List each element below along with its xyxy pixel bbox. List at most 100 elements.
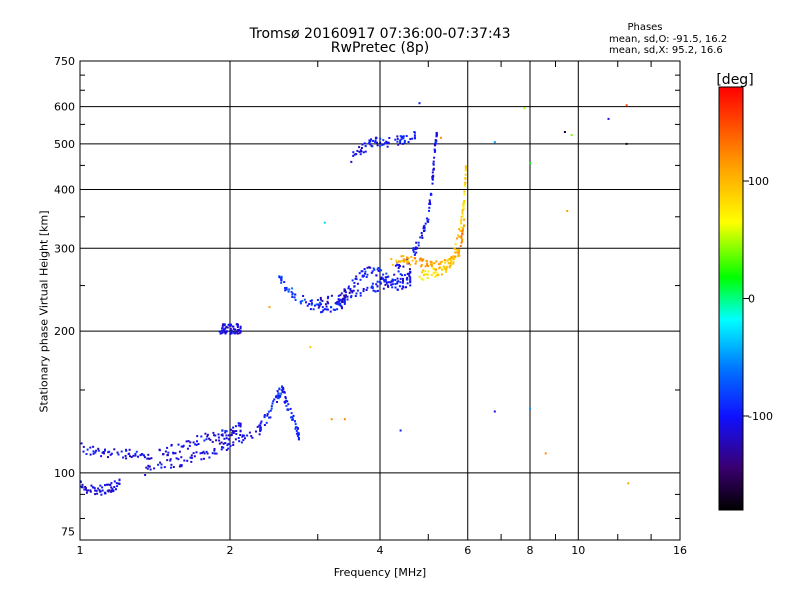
data-point bbox=[409, 276, 412, 279]
data-point bbox=[129, 455, 131, 458]
data-point bbox=[461, 233, 464, 236]
data-point bbox=[248, 431, 251, 434]
data-point bbox=[418, 275, 421, 278]
phases-mean-o: mean, sd,O: -91.5, 16.2 bbox=[609, 34, 728, 45]
data-point bbox=[241, 435, 244, 438]
data-point bbox=[309, 300, 312, 302]
data-point bbox=[459, 229, 462, 232]
data-point bbox=[219, 330, 221, 333]
data-point bbox=[160, 463, 163, 466]
data-point bbox=[278, 388, 281, 391]
data-point bbox=[99, 490, 102, 493]
data-point bbox=[463, 190, 466, 193]
data-point bbox=[132, 454, 135, 457]
data-point bbox=[434, 271, 437, 274]
data-point bbox=[360, 150, 363, 153]
data-point bbox=[369, 143, 372, 146]
data-point bbox=[435, 135, 438, 138]
data-point bbox=[364, 272, 366, 275]
data-point bbox=[423, 230, 425, 232]
data-point bbox=[84, 488, 87, 491]
data-point bbox=[405, 135, 408, 137]
data-point bbox=[221, 331, 224, 334]
data-point bbox=[368, 139, 371, 142]
data-point bbox=[378, 269, 381, 271]
y-tick-label: 200 bbox=[54, 325, 75, 338]
data-point bbox=[387, 275, 390, 278]
data-point bbox=[306, 304, 309, 307]
data-point bbox=[227, 442, 230, 445]
data-point bbox=[362, 290, 365, 293]
data-point bbox=[399, 273, 402, 276]
data-point bbox=[405, 286, 407, 289]
data-point bbox=[285, 399, 288, 402]
data-point bbox=[284, 289, 287, 292]
data-point bbox=[431, 177, 434, 180]
data-point bbox=[196, 440, 198, 443]
data-point bbox=[355, 275, 358, 278]
data-point bbox=[236, 332, 239, 335]
data-point bbox=[180, 445, 183, 448]
data-point bbox=[356, 149, 359, 152]
data-point bbox=[227, 323, 230, 326]
data-point bbox=[101, 451, 104, 454]
data-point bbox=[419, 257, 422, 260]
data-point bbox=[384, 280, 387, 282]
data-point bbox=[448, 258, 451, 261]
data-point bbox=[104, 484, 106, 487]
data-point bbox=[440, 260, 443, 263]
data-point bbox=[226, 326, 229, 329]
data-point bbox=[339, 294, 342, 297]
data-point bbox=[375, 274, 378, 277]
data-point bbox=[426, 217, 428, 220]
data-point bbox=[402, 286, 405, 289]
data-point bbox=[396, 282, 399, 285]
data-point bbox=[399, 429, 402, 432]
data-point bbox=[160, 466, 163, 469]
data-point bbox=[415, 260, 418, 263]
data-point bbox=[409, 278, 412, 281]
data-point bbox=[230, 332, 233, 335]
data-point bbox=[367, 142, 370, 145]
data-point bbox=[280, 392, 283, 395]
data-point bbox=[219, 332, 222, 335]
data-point bbox=[118, 479, 121, 482]
data-point bbox=[301, 299, 304, 302]
data-point bbox=[433, 267, 436, 270]
data-point bbox=[144, 474, 147, 476]
data-point bbox=[371, 286, 374, 289]
data-point bbox=[407, 141, 410, 143]
data-point bbox=[461, 212, 464, 214]
data-point bbox=[323, 221, 326, 224]
data-point bbox=[225, 434, 228, 437]
data-point bbox=[85, 453, 88, 455]
data-point bbox=[319, 296, 322, 299]
data-point bbox=[172, 466, 175, 468]
data-point bbox=[372, 267, 375, 270]
data-point bbox=[401, 135, 404, 138]
data-point bbox=[239, 325, 242, 328]
data-point bbox=[320, 311, 322, 314]
data-point bbox=[380, 269, 383, 272]
data-point bbox=[206, 435, 209, 438]
data-point bbox=[225, 330, 228, 333]
data-point bbox=[399, 135, 402, 138]
data-point bbox=[190, 456, 193, 459]
data-point bbox=[227, 447, 230, 450]
data-point bbox=[431, 182, 434, 185]
data-point bbox=[529, 162, 531, 165]
data-point bbox=[324, 303, 327, 306]
data-point bbox=[224, 331, 227, 334]
data-point bbox=[414, 253, 416, 256]
data-point bbox=[379, 137, 382, 140]
data-point bbox=[464, 169, 467, 172]
data-point bbox=[434, 144, 437, 147]
data-point bbox=[343, 297, 346, 300]
data-point bbox=[291, 287, 294, 290]
data-point bbox=[100, 493, 103, 496]
data-point bbox=[389, 281, 392, 284]
data-point bbox=[349, 288, 352, 290]
data-point bbox=[385, 140, 388, 143]
data-point bbox=[230, 329, 233, 332]
data-point bbox=[118, 483, 121, 485]
